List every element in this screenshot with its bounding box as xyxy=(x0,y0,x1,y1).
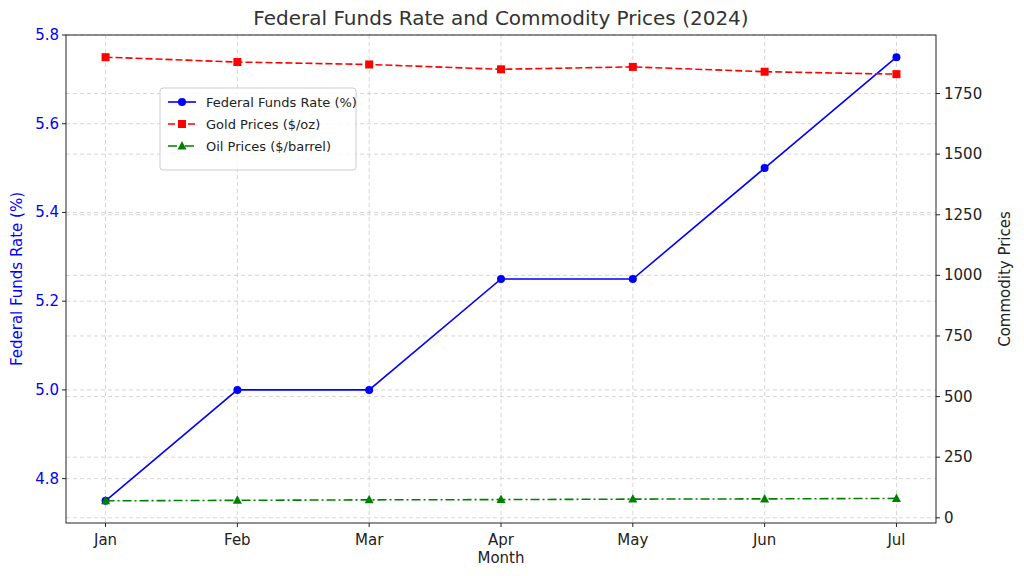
x-tick-label: Mar xyxy=(355,531,384,549)
y2-tick-label: 1750 xyxy=(944,85,982,103)
marker xyxy=(629,63,637,71)
grid-line xyxy=(66,335,936,336)
legend-label: Gold Prices ($/oz) xyxy=(206,117,320,132)
tick xyxy=(936,214,940,215)
tick xyxy=(936,517,940,518)
x-tick-label: Feb xyxy=(224,531,251,549)
tick xyxy=(936,275,940,276)
tick xyxy=(62,35,66,36)
marker xyxy=(629,275,637,283)
tick xyxy=(62,123,66,124)
grid-line xyxy=(105,35,106,523)
tick xyxy=(62,389,66,390)
y2-tick-label: 1500 xyxy=(944,145,982,163)
y2-tick-label: 1000 xyxy=(944,266,982,284)
grid-line xyxy=(66,517,936,518)
marker xyxy=(761,68,769,76)
legend-label: Oil Prices ($/barrel) xyxy=(206,139,331,154)
grid-line xyxy=(66,214,936,215)
y2-tick-label: 1250 xyxy=(944,206,982,224)
legend-marker xyxy=(178,98,186,106)
marker xyxy=(892,70,900,78)
x-tick-label: May xyxy=(617,531,648,549)
plot-area xyxy=(101,53,901,505)
marker xyxy=(233,386,241,394)
y-tick-label: 5.4 xyxy=(35,203,59,221)
legend-label: Federal Funds Rate (%) xyxy=(206,95,357,110)
plot-frame xyxy=(66,35,936,523)
legend-marker xyxy=(178,120,186,128)
marker xyxy=(102,53,110,61)
title: Federal Funds Rate and Commodity Prices … xyxy=(253,6,748,30)
tick xyxy=(237,523,238,527)
tick xyxy=(936,93,940,94)
x-tick-label: Jan xyxy=(93,531,117,549)
tick xyxy=(501,523,502,527)
marker xyxy=(365,495,374,504)
y2-tick-label: 750 xyxy=(944,327,973,345)
grid-line xyxy=(66,396,936,397)
tick xyxy=(62,478,66,479)
x-tick-label: Jul xyxy=(886,531,905,549)
grid-line xyxy=(66,478,936,479)
series-line xyxy=(106,57,897,501)
legend-box xyxy=(160,88,356,170)
grid-line xyxy=(369,35,370,523)
series-line xyxy=(106,57,897,74)
marker xyxy=(497,65,505,73)
y2-axis-label: Commodity Prices xyxy=(996,211,1014,347)
y-tick-label: 5.0 xyxy=(35,381,59,399)
tick xyxy=(632,523,633,527)
legend: Federal Funds Rate (%) Gold Prices ($/oz)… xyxy=(160,88,357,170)
marker xyxy=(892,53,900,61)
tick xyxy=(936,335,940,336)
marker xyxy=(365,60,373,68)
marker xyxy=(760,494,769,503)
tick xyxy=(936,396,940,397)
tick xyxy=(764,523,765,527)
marker xyxy=(892,493,901,502)
grid-line xyxy=(896,35,897,523)
chart: Jan Feb Mar Apr May Jun Jul 4.8 5.0 5.2 5.4 5.6 5.8 0… xyxy=(0,0,1024,576)
y2-tick-label: 500 xyxy=(944,388,973,406)
marker xyxy=(365,386,373,394)
grid xyxy=(66,35,936,523)
x-tick-label: Jun xyxy=(752,531,776,549)
grid-line xyxy=(66,457,936,458)
grid-line xyxy=(764,35,765,523)
x-tick-label: Apr xyxy=(488,531,515,549)
marker xyxy=(628,494,637,503)
tick xyxy=(62,301,66,302)
marker xyxy=(497,275,505,283)
y-axis-label: Federal Funds Rate (%) xyxy=(8,192,26,366)
tick xyxy=(369,523,370,527)
background xyxy=(0,0,1024,576)
legend-marker xyxy=(178,141,187,150)
y-tick-label: 4.8 xyxy=(35,470,59,488)
marker xyxy=(101,496,110,505)
y-tick-label: 5.2 xyxy=(35,292,59,310)
marker xyxy=(497,495,506,504)
tick xyxy=(896,523,897,527)
grid-line xyxy=(66,212,936,213)
y-tick-label: 5.6 xyxy=(35,115,59,133)
grid-line xyxy=(66,301,936,302)
tick xyxy=(936,154,940,155)
marker xyxy=(761,164,769,172)
tick xyxy=(62,212,66,213)
tick xyxy=(936,457,940,458)
marker xyxy=(233,58,241,66)
tick xyxy=(105,523,106,527)
marker xyxy=(233,495,242,504)
y-tick-label: 5.8 xyxy=(35,26,59,44)
x-axis-label: Month xyxy=(477,549,524,567)
grid-line xyxy=(66,389,936,390)
y2-tick-label: 250 xyxy=(944,448,973,466)
y2-tick-label: 0 xyxy=(944,509,954,527)
